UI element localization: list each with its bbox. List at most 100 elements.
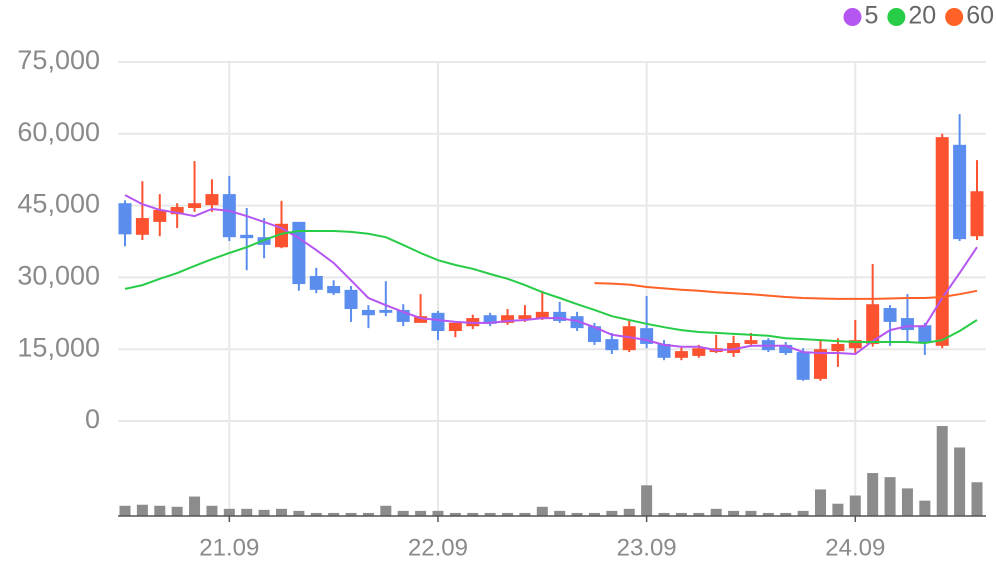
volume-bar <box>919 500 931 516</box>
volume-bar <box>849 495 861 516</box>
volume-bar <box>710 508 722 516</box>
candle-body <box>222 194 236 238</box>
x-tick-label: 21.09 <box>199 534 259 561</box>
volume-bar <box>901 488 913 516</box>
legend-label: 5 <box>864 2 878 30</box>
volume-bar <box>745 510 757 516</box>
volume-bar <box>362 512 374 516</box>
volume-bar <box>223 508 235 516</box>
candle-body <box>309 275 323 290</box>
candle-body <box>918 325 932 343</box>
volume-bar <box>432 510 444 516</box>
candle-body <box>744 340 758 344</box>
volume-bar <box>832 503 844 516</box>
y-tick-label: 75,000 <box>17 45 100 75</box>
y-tick-label: 30,000 <box>17 261 100 291</box>
candle-body <box>883 308 897 322</box>
volume-bar <box>780 512 792 516</box>
candle-body <box>570 316 584 329</box>
candle-body <box>170 207 184 215</box>
volume-bar <box>380 505 392 516</box>
volume-bar <box>171 506 183 516</box>
volume-bar <box>119 505 131 516</box>
volume-bar <box>258 509 270 516</box>
legend-label: 60 <box>966 2 994 30</box>
candle-body <box>153 209 167 222</box>
candle-body <box>814 349 828 379</box>
volume-bar <box>693 512 705 516</box>
volume-bar <box>675 512 687 516</box>
candle-body <box>535 311 549 320</box>
y-tick-label: 15,000 <box>17 332 100 362</box>
legend-marker <box>843 8 862 26</box>
volume-bar <box>467 512 479 516</box>
y-tick-label: 60,000 <box>17 117 100 147</box>
y-tick-label: 45,000 <box>17 189 100 219</box>
volume-bar <box>884 477 896 516</box>
candle-body <box>866 304 880 344</box>
volume-bar <box>571 512 583 516</box>
candle-body <box>553 311 567 321</box>
volume-bar <box>936 426 948 516</box>
candle-body <box>831 343 845 352</box>
volume-bar <box>623 508 635 516</box>
candle-body <box>205 194 219 206</box>
volume-bar <box>815 489 827 516</box>
volume-bar <box>762 512 774 516</box>
volume-bar <box>797 510 809 516</box>
volume-bar <box>519 512 531 516</box>
volume-bar <box>728 510 740 516</box>
volume-bar <box>641 485 653 516</box>
candle-body <box>587 326 601 343</box>
volume-bar <box>189 496 201 516</box>
volume-bar <box>293 510 305 516</box>
candle-body <box>674 351 688 358</box>
volume-bar <box>345 512 357 516</box>
candle-body <box>448 322 462 332</box>
volume-bar <box>536 506 548 516</box>
y-tick-label: 0 <box>85 404 100 434</box>
legend-marker <box>887 8 906 26</box>
candle-body <box>518 315 532 320</box>
volume-bar <box>554 510 566 516</box>
candle-body <box>848 340 862 349</box>
candle-body <box>135 218 149 235</box>
candle-body <box>501 315 515 323</box>
candle-body <box>900 318 914 331</box>
volume-bar <box>606 510 618 516</box>
candle-body <box>727 342 741 354</box>
candle-body <box>483 315 497 324</box>
volume-bar <box>241 508 253 516</box>
candle-body <box>396 309 410 322</box>
volume-bar <box>275 508 287 516</box>
volume-bar <box>154 505 166 516</box>
candle-body <box>292 221 306 285</box>
candle-body <box>953 144 967 240</box>
x-tick-label: 22.09 <box>408 534 468 561</box>
candle-body <box>361 309 375 316</box>
volume-bar <box>867 473 879 516</box>
candle-body <box>240 234 254 239</box>
volume-bar <box>310 512 322 516</box>
x-tick-label: 24.09 <box>825 534 885 561</box>
candle-body <box>414 316 428 323</box>
candle-body <box>188 203 202 208</box>
x-tick-label: 23.09 <box>617 534 677 561</box>
volume-bar <box>328 512 340 516</box>
ma-line <box>594 282 978 300</box>
volume-bar <box>484 512 496 516</box>
candle-body <box>692 348 706 356</box>
candle-body <box>657 343 671 358</box>
candle-body <box>118 203 132 235</box>
ma-line <box>124 230 978 345</box>
volume-bar <box>206 505 218 516</box>
legend-label: 20 <box>908 2 936 30</box>
volume-bar <box>449 512 461 516</box>
volume-bar <box>415 510 427 516</box>
candle-body <box>935 137 949 346</box>
candle-body <box>970 191 984 237</box>
volume-bar <box>136 504 148 516</box>
candle-body <box>431 312 445 332</box>
ma-line <box>124 194 978 356</box>
